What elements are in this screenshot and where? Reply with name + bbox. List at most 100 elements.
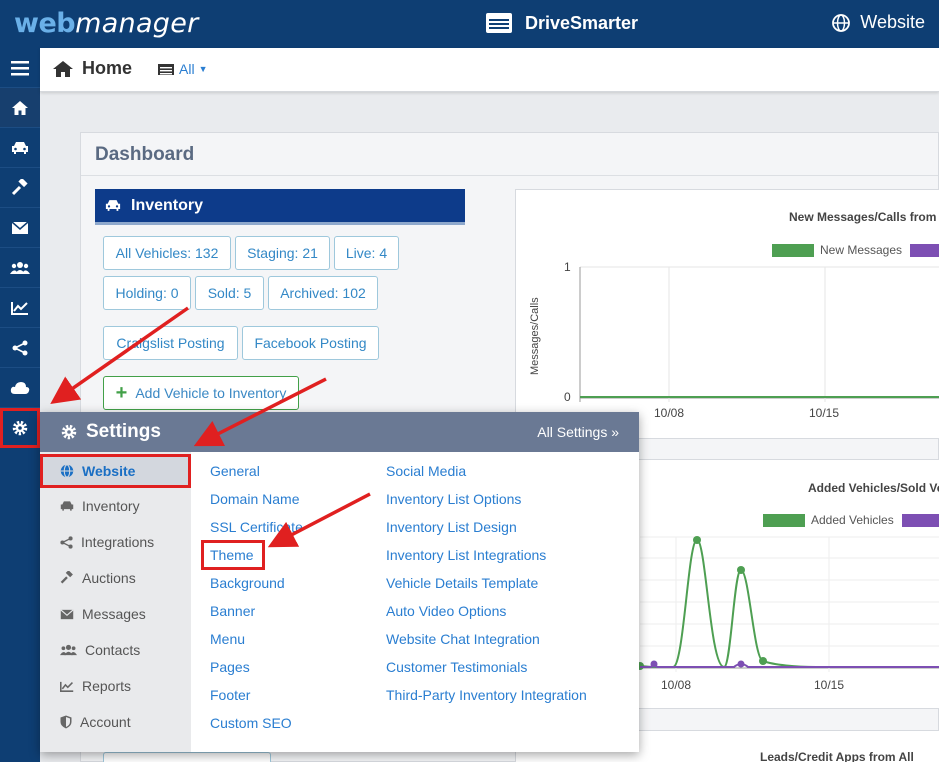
facebook-posting-button[interactable]: Facebook Posting bbox=[242, 326, 379, 360]
top-bar: webmanager DriveSmarter Website bbox=[0, 0, 939, 48]
all-settings-link[interactable]: All Settings » bbox=[537, 424, 619, 440]
messages-chart-title: New Messages/Calls from bbox=[789, 210, 937, 224]
settings-nav-website[interactable]: Website bbox=[40, 454, 191, 488]
x-tick-1008: 10/08 bbox=[654, 406, 685, 420]
setting-customer-testimonials[interactable]: Customer Testimonials bbox=[386, 659, 528, 675]
rail-inventory[interactable] bbox=[0, 128, 40, 168]
rail-cloud[interactable] bbox=[0, 368, 40, 408]
craigslist-posting-button[interactable]: Craigslist Posting bbox=[103, 326, 238, 360]
setting-general[interactable]: General bbox=[210, 463, 260, 479]
holding-button[interactable]: Holding: 0 bbox=[103, 276, 191, 310]
nav-label: Messages bbox=[82, 606, 146, 622]
setting-theme[interactable]: Theme bbox=[210, 547, 254, 563]
setting-footer[interactable]: Footer bbox=[210, 687, 251, 703]
legend-swatch bbox=[772, 243, 814, 257]
settings-nav-messages[interactable]: Messages bbox=[40, 597, 191, 631]
inventory-title: Inventory bbox=[131, 196, 204, 214]
dealer-name: DriveSmarter bbox=[525, 12, 639, 33]
inventory-header: Inventory bbox=[95, 189, 465, 225]
setting-pages[interactable]: Pages bbox=[210, 659, 250, 675]
x-tick-1015: 10/15 bbox=[814, 678, 845, 692]
rail-reports[interactable] bbox=[0, 288, 40, 328]
webmanager-logo[interactable]: webmanager bbox=[14, 8, 199, 39]
plus-icon: + bbox=[115, 382, 128, 404]
settings-title-label: Settings bbox=[86, 421, 161, 442]
messages-chart: New Messages/Calls from New Messages Mes… bbox=[515, 189, 939, 439]
dealer-switcher[interactable]: DriveSmarter bbox=[485, 12, 638, 34]
setting-vehicle-details-template[interactable]: Vehicle Details Template bbox=[386, 575, 539, 591]
car-icon bbox=[105, 200, 121, 211]
cloud-icon bbox=[10, 381, 30, 394]
rail-auctions[interactable] bbox=[0, 168, 40, 208]
legend-added-vehicles[interactable]: Added Vehicles bbox=[763, 513, 894, 527]
legend-swatch-second bbox=[902, 514, 939, 527]
settings-nav-contacts[interactable]: Contacts bbox=[40, 633, 191, 667]
nav-label: Reports bbox=[82, 678, 132, 694]
legend-swatch bbox=[763, 513, 805, 527]
sold-button[interactable]: Sold: 5 bbox=[195, 276, 264, 310]
envelope-icon bbox=[11, 220, 29, 234]
dashboard-title: Dashboard bbox=[95, 144, 195, 165]
legend-label: Added Vehicles bbox=[811, 513, 894, 527]
nav-label: Auctions bbox=[82, 570, 136, 586]
globe-icon bbox=[832, 13, 851, 32]
setting-inventory-list-options[interactable]: Inventory List Options bbox=[386, 491, 522, 507]
rail-contacts[interactable] bbox=[0, 248, 40, 288]
x-tick-1015: 10/15 bbox=[809, 406, 840, 420]
setting-social-media[interactable]: Social Media bbox=[386, 463, 467, 479]
settings-nav-inventory[interactable]: Inventory bbox=[40, 489, 191, 523]
setting-third-party-inventory-integration[interactable]: Third-Party Inventory Integration bbox=[386, 687, 587, 703]
settings-nav-reports[interactable]: Reports bbox=[40, 669, 191, 703]
setting-domain-name[interactable]: Domain Name bbox=[210, 491, 300, 507]
y-tick-0: 0 bbox=[564, 390, 571, 404]
setting-ssl-certificate[interactable]: SSL Certificate bbox=[210, 519, 303, 535]
chart-icon bbox=[60, 681, 74, 692]
gear-icon bbox=[61, 424, 77, 440]
users-icon bbox=[10, 261, 30, 274]
share-icon bbox=[60, 535, 73, 549]
building-icon bbox=[158, 64, 174, 75]
rail-home[interactable] bbox=[0, 88, 40, 128]
home-label: Home bbox=[82, 58, 133, 78]
car-icon bbox=[60, 501, 74, 511]
setting-auto-video-options[interactable]: Auto Video Options bbox=[386, 603, 507, 619]
rail-messages[interactable] bbox=[0, 208, 40, 248]
setting-website-chat-integration[interactable]: Website Chat Integration bbox=[386, 631, 540, 647]
envelope-icon bbox=[60, 608, 74, 619]
settings-nav-account[interactable]: Account bbox=[40, 705, 191, 739]
setting-inventory-list-integrations[interactable]: Inventory List Integrations bbox=[386, 547, 547, 563]
settings-header: Settings All Settings » bbox=[40, 412, 639, 452]
settings-nav: Website Inventory Integrations Auctions … bbox=[40, 452, 191, 752]
staging-button[interactable]: Staging: 21 bbox=[235, 236, 330, 270]
settings-title: Settings bbox=[60, 421, 161, 443]
setting-background[interactable]: Background bbox=[210, 575, 285, 591]
building-icon bbox=[486, 13, 512, 33]
home-icon bbox=[12, 100, 28, 115]
live-button[interactable]: Live: 4 bbox=[334, 236, 399, 270]
vehicles-chart-title: Added Vehicles/Sold Ve bbox=[808, 481, 939, 495]
archived-button[interactable]: Archived: 102 bbox=[268, 276, 378, 310]
settings-nav-auctions[interactable]: Auctions bbox=[40, 561, 191, 595]
dashboard-divider bbox=[81, 175, 938, 176]
nav-label: Website bbox=[82, 463, 136, 479]
menu-toggle[interactable] bbox=[0, 48, 40, 88]
chart-icon bbox=[11, 301, 28, 315]
setting-custom-seo[interactable]: Custom SEO bbox=[210, 715, 292, 731]
rail-integrations[interactable] bbox=[0, 328, 40, 368]
setting-menu[interactable]: Menu bbox=[210, 631, 246, 647]
all-vehicles-button[interactable]: All Vehicles: 132 bbox=[103, 236, 231, 270]
gavel-icon bbox=[60, 571, 73, 584]
setting-inventory-list-design[interactable]: Inventory List Design bbox=[386, 519, 517, 535]
home-breadcrumb[interactable]: Home bbox=[52, 58, 132, 79]
share-icon bbox=[12, 340, 28, 355]
add-vehicle-button[interactable]: + Add Vehicle to Inventory bbox=[103, 376, 299, 410]
setting-banner[interactable]: Banner bbox=[210, 603, 256, 619]
rail-settings[interactable] bbox=[0, 408, 40, 448]
legend-new-messages[interactable]: New Messages bbox=[772, 243, 902, 257]
website-link[interactable]: Website bbox=[832, 12, 925, 33]
settings-nav-integrations[interactable]: Integrations bbox=[40, 525, 191, 559]
gavel-icon bbox=[11, 178, 28, 195]
legend-label: New Messages bbox=[820, 243, 903, 257]
nav-label: Integrations bbox=[81, 534, 155, 550]
location-filter[interactable]: All ▼ bbox=[157, 61, 207, 77]
